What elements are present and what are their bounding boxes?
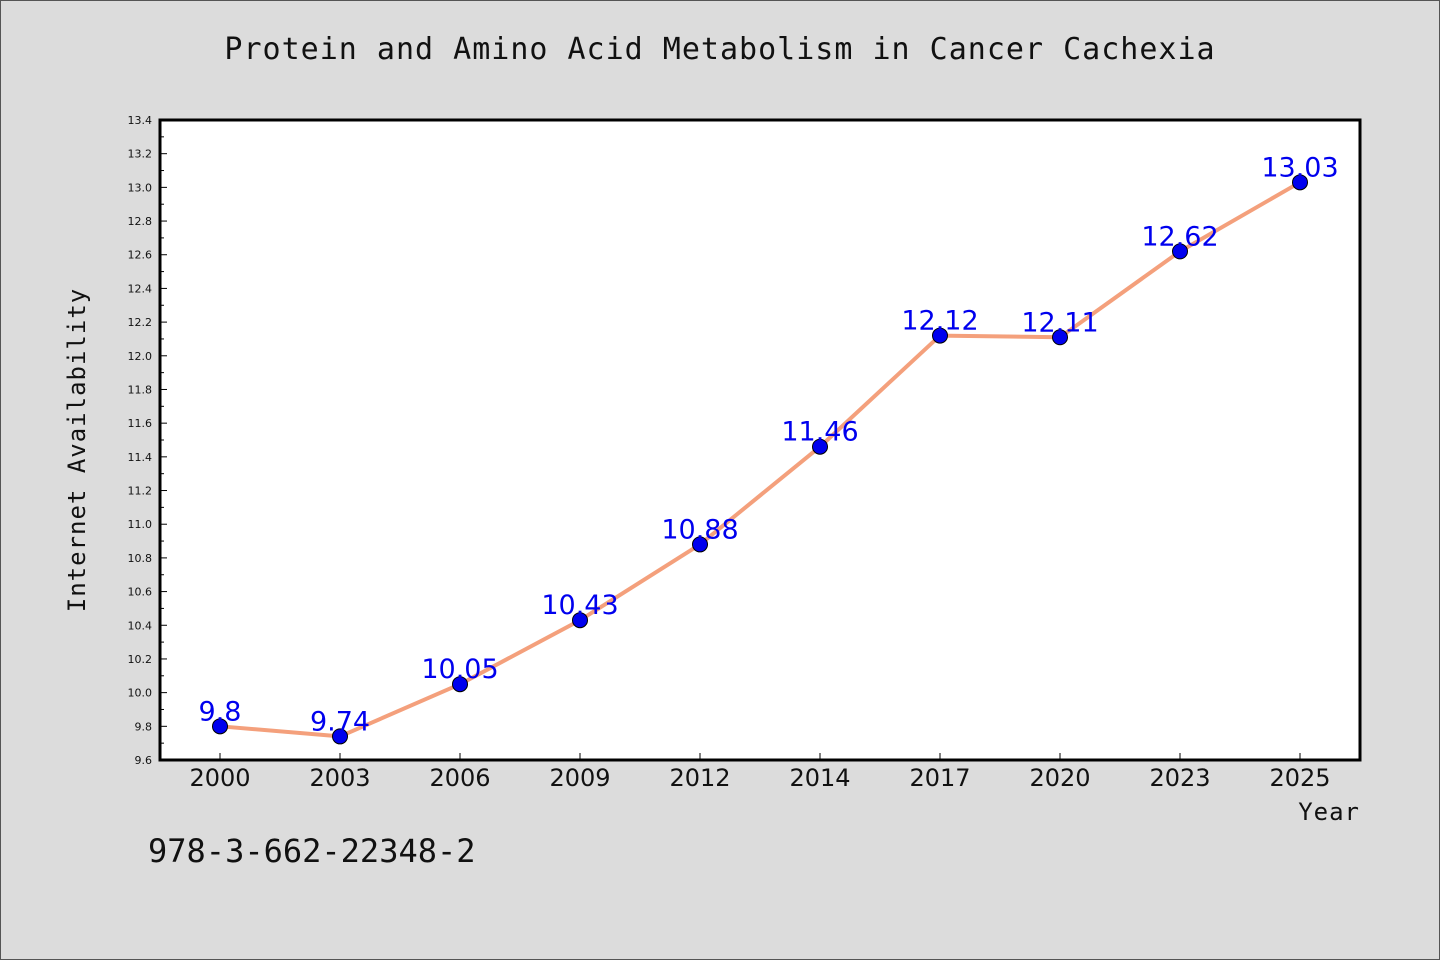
- x-tick-label: 2003: [309, 764, 370, 792]
- plot-area: [158, 118, 1362, 762]
- data-point: [452, 676, 468, 693]
- x-axis-label: Year: [1298, 798, 1360, 826]
- data-label: 12.62: [1141, 221, 1218, 252]
- data-point: [332, 728, 348, 745]
- y-tick-label: 11.6: [128, 417, 153, 430]
- data-points: [212, 174, 1308, 745]
- x-tick-label: 2025: [1269, 764, 1330, 792]
- data-labels: 9.8 9.74 10.05 10.43 10.88 11.46 12.12 12.11 12.…: [199, 152, 1339, 737]
- x-tick-label: 2017: [909, 764, 970, 792]
- data-point: [572, 612, 588, 629]
- y-tick-label: 10.8: [128, 552, 153, 565]
- x-tick-label: 2009: [549, 764, 610, 792]
- y-tick-label: 12.2: [128, 316, 153, 329]
- y-tick-label: 9.8: [135, 720, 153, 733]
- y-tick-label: 11.0: [128, 518, 153, 531]
- y-tick-label: 11.2: [128, 485, 153, 498]
- y-tick-label: 13.2: [128, 148, 153, 161]
- x-tick-label: 2023: [1149, 764, 1210, 792]
- y-tick-label: 11.4: [128, 451, 153, 464]
- y-tick-label: 12.0: [128, 350, 153, 363]
- x-tick-label: 2000: [189, 764, 250, 792]
- data-label: 10.88: [661, 514, 738, 545]
- data-label: 12.12: [901, 306, 978, 337]
- data-label: 11.46: [781, 417, 858, 448]
- y-axis: 9.6 9.8 10.0 10.2 10.4 10.6 10.8 11.0 11.2 11.4 11…: [128, 114, 167, 767]
- y-tick-label: 12.6: [128, 249, 153, 262]
- chart-title: Protein and Amino Acid Metabolism in Can…: [224, 32, 1216, 67]
- y-axis-label: Internet Availability: [63, 288, 91, 612]
- y-tick-label: 10.0: [128, 687, 153, 700]
- y-tick-label: 10.6: [128, 586, 153, 599]
- data-point: [812, 438, 828, 455]
- y-tick-label: 9.6: [135, 754, 153, 767]
- y-tick-label: 10.2: [128, 653, 153, 666]
- data-point: [1292, 174, 1308, 191]
- data-label: 12.11: [1021, 307, 1098, 338]
- y-tick-label: 13.0: [128, 181, 153, 194]
- data-point: [1172, 243, 1188, 260]
- data-label: 13.03: [1261, 152, 1338, 183]
- x-tick-label: 2020: [1029, 764, 1090, 792]
- data-point: [212, 718, 228, 735]
- isbn-text: 978-3-662-22348-2: [148, 832, 476, 870]
- x-axis: 2000 2003 2006 2009 2012 2014 2017 2020 2023 2025: [189, 753, 1331, 792]
- y-tick-label: 12.4: [128, 282, 153, 295]
- y-tick-label: 10.4: [128, 619, 153, 632]
- series-line: [219, 180, 1301, 739]
- data-label: 10.05: [421, 654, 498, 685]
- data-label: 10.43: [541, 590, 618, 621]
- y-tick-label: 12.8: [128, 215, 153, 228]
- x-tick-label: 2012: [669, 764, 730, 792]
- data-point: [692, 536, 708, 553]
- y-tick-label: 11.8: [128, 383, 153, 396]
- y-tick-label: 13.4: [128, 114, 153, 127]
- x-tick-label: 2014: [789, 764, 850, 792]
- data-label: 9.8: [199, 696, 242, 727]
- data-point: [1052, 329, 1068, 346]
- data-label: 9.74: [310, 706, 370, 737]
- data-point: [932, 327, 948, 344]
- x-tick-label: 2006: [429, 764, 490, 792]
